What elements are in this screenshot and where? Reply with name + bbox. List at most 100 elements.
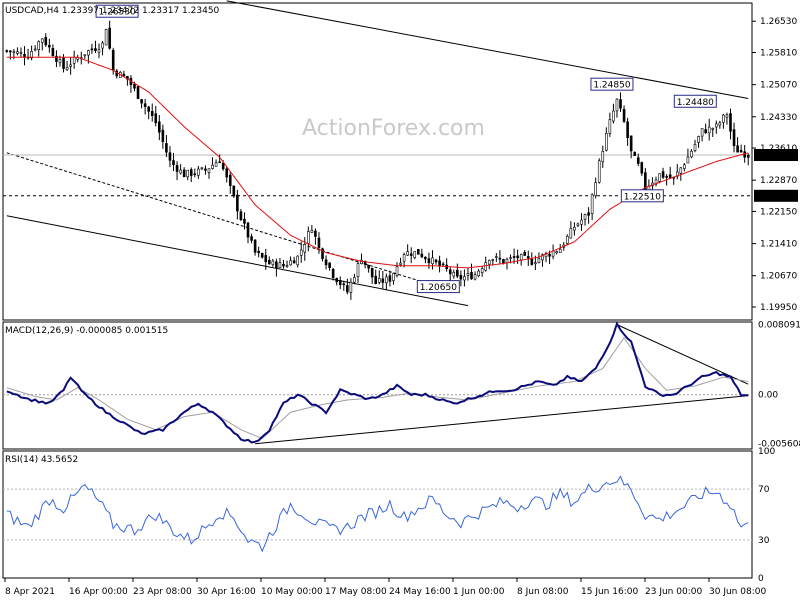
price-annotation-box bbox=[673, 94, 717, 108]
candle-body bbox=[665, 176, 668, 178]
candle-body bbox=[278, 262, 282, 268]
y-tick-label: 1.21410 bbox=[760, 240, 797, 250]
x-tick-label: 15 Jun 16:00 bbox=[581, 587, 638, 597]
candle-body bbox=[104, 29, 108, 46]
candle-body bbox=[246, 222, 250, 238]
candle-body bbox=[519, 254, 523, 261]
candle-body bbox=[640, 162, 644, 174]
candle-body bbox=[636, 157, 640, 164]
x-tick-label: 23 Apr 08:00 bbox=[133, 587, 192, 597]
x-tick-label: 10 May 00:00 bbox=[261, 587, 323, 597]
x-tick-label: 30 Apr 16:00 bbox=[197, 587, 256, 597]
candle-body bbox=[214, 162, 218, 167]
candle-body bbox=[271, 260, 275, 265]
rsi-series bbox=[3, 475, 752, 553]
candle-body bbox=[551, 250, 555, 257]
candle-body bbox=[505, 258, 509, 263]
candle-body bbox=[381, 278, 385, 283]
candle-body bbox=[267, 259, 271, 265]
candle-body bbox=[232, 185, 236, 197]
candle-body bbox=[448, 269, 452, 275]
candle-body bbox=[729, 113, 732, 132]
candle-body bbox=[466, 273, 470, 276]
macd-trendline bbox=[255, 395, 749, 445]
candle-body bbox=[331, 268, 335, 278]
candle-body bbox=[143, 103, 147, 107]
rsi-tick-label: 30 bbox=[758, 536, 770, 546]
y-tick-label: 1.25810 bbox=[760, 49, 797, 59]
candle-body bbox=[299, 249, 303, 256]
candle-body bbox=[700, 128, 704, 137]
macd-series bbox=[3, 321, 752, 445]
candle-body bbox=[590, 194, 594, 214]
candle-body bbox=[399, 262, 402, 265]
candle-body bbox=[565, 235, 569, 244]
candle-body bbox=[37, 41, 41, 51]
candle-body bbox=[477, 270, 480, 277]
candle-body bbox=[374, 275, 378, 284]
candle-body bbox=[608, 119, 612, 134]
candle-body bbox=[530, 259, 534, 265]
candle-body bbox=[289, 260, 292, 266]
candle-body bbox=[516, 255, 519, 259]
candle-body bbox=[193, 173, 197, 176]
candle-body bbox=[158, 121, 161, 133]
candle-body bbox=[463, 276, 466, 281]
candle-body bbox=[367, 264, 370, 269]
y-tick-label: 1.22150 bbox=[760, 207, 797, 217]
candle-body bbox=[363, 260, 367, 265]
candle-body bbox=[87, 50, 90, 56]
candle-body bbox=[62, 57, 65, 69]
rsi-line bbox=[6, 475, 749, 553]
candle-body bbox=[714, 123, 718, 128]
candle-body bbox=[626, 121, 629, 139]
macd-tick-label: 0.008091 bbox=[758, 321, 800, 331]
trendline bbox=[226, 0, 749, 100]
macd-title: MACD(12,26,9) -0.000085 0.001515 bbox=[5, 326, 168, 336]
candle-body bbox=[558, 248, 562, 253]
price-annotation-label: 1.22510 bbox=[624, 192, 661, 202]
candle-body bbox=[140, 99, 143, 104]
y-tick-label: 1.26530 bbox=[760, 17, 797, 27]
candle-body bbox=[65, 67, 69, 71]
candle-body bbox=[275, 261, 278, 269]
candle-body bbox=[548, 254, 551, 257]
candle-body bbox=[264, 255, 268, 263]
candle-body bbox=[725, 114, 729, 118]
candle-body bbox=[55, 55, 58, 62]
x-tick-label: 1 Jun 00:00 bbox=[453, 587, 505, 597]
candle-body bbox=[512, 256, 516, 258]
macd-line bbox=[6, 321, 749, 444]
candle-body bbox=[356, 263, 360, 277]
x-tick-label: 8 Jun 08:00 bbox=[517, 587, 569, 597]
candle-body bbox=[335, 278, 339, 283]
price-annotation-box bbox=[95, 4, 139, 18]
macd-panel-frame bbox=[2, 321, 753, 450]
candle-body bbox=[218, 161, 221, 164]
candle-body bbox=[576, 223, 580, 226]
candle-body bbox=[285, 265, 289, 267]
candle-body bbox=[72, 56, 76, 64]
candle-body bbox=[498, 257, 502, 260]
candle-body bbox=[377, 278, 381, 283]
candle-body bbox=[452, 272, 456, 277]
x-tick-label: 8 Apr 2021 bbox=[5, 587, 55, 597]
candle-body bbox=[424, 256, 427, 260]
candle-body bbox=[136, 86, 140, 99]
rsi-panel-frame bbox=[2, 450, 753, 579]
candle-body bbox=[165, 143, 168, 153]
candle-body bbox=[225, 168, 229, 178]
y-tick-label: 1.22870 bbox=[760, 176, 797, 186]
candle-body bbox=[718, 122, 722, 126]
candle-body bbox=[5, 50, 9, 52]
candle-body bbox=[434, 259, 438, 263]
candle-body bbox=[314, 230, 317, 237]
candle-body bbox=[122, 73, 126, 77]
x-tick-label: 30 Jun 08:00 bbox=[709, 587, 766, 597]
candle-body bbox=[30, 51, 33, 59]
candle-body bbox=[495, 256, 498, 258]
candle-body bbox=[427, 258, 431, 264]
candle-body bbox=[573, 226, 576, 231]
candle-body bbox=[296, 255, 299, 266]
